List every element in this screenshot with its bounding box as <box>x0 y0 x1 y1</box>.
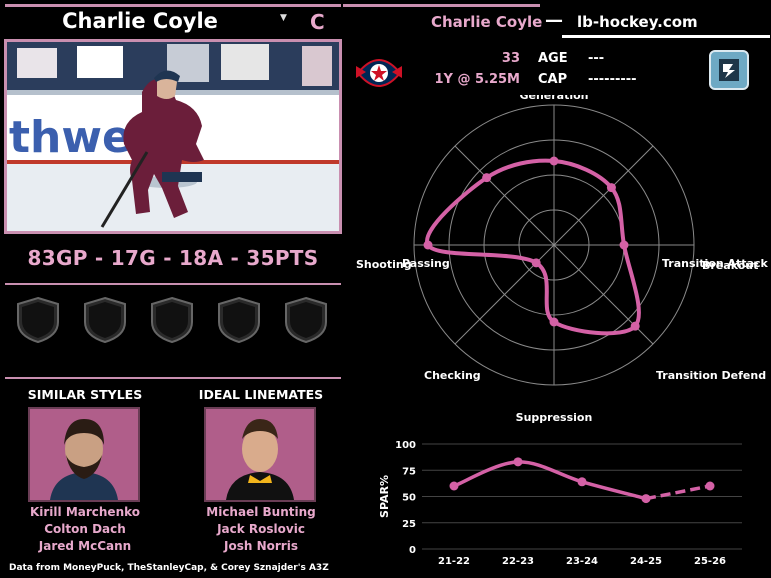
radar-axis-label: Generation <box>519 95 588 102</box>
spar-trend-chart: 0 25 50 75 100 21-22 22-23 23-24 24-25 25-26 SPAR% <box>378 440 742 567</box>
spar-point[interactable] <box>449 481 459 491</box>
y-tick-label: 0 <box>409 545 416 556</box>
similar-styles-list: Kirill Marchenko Colton Dach Jared McCan… <box>14 504 156 555</box>
age-detail: --- <box>588 51 605 66</box>
player-name: Charlie Coyle <box>62 9 218 33</box>
age-value: 33 <box>501 51 520 66</box>
linemate-player-avatar <box>204 407 316 502</box>
spar-point[interactable] <box>577 477 587 487</box>
radar-axis-label: Transition Attack <box>662 257 769 270</box>
radar-point[interactable] <box>482 173 492 183</box>
similar-player-avatar <box>28 407 140 502</box>
data-source-credit: Data from MoneyPuck, TheStanleyCap, & Co… <box>9 563 329 573</box>
player-photo: thwe <box>4 39 342 234</box>
x-tick-label: 25-26 <box>694 556 726 567</box>
y-tick-label: 75 <box>402 466 416 477</box>
site-link[interactable]: lb-hockey.com <box>577 13 698 31</box>
header-player-name: Charlie Coyle <box>431 13 543 31</box>
spar-point[interactable] <box>641 494 651 504</box>
contract-value: 1Y @ 5.25M <box>434 72 520 87</box>
y-axis-label: SPAR% <box>378 475 391 518</box>
shield-badge-icon <box>84 296 126 344</box>
y-tick-label: 50 <box>402 493 416 504</box>
shield-badge-icon <box>17 296 59 344</box>
header-separator: — <box>545 10 563 31</box>
y-tick-label: 25 <box>402 519 416 530</box>
radar-axis-label: Transition Defend <box>656 369 766 382</box>
radar-point[interactable] <box>549 317 559 327</box>
comparables-divider <box>5 377 341 379</box>
linemate-name[interactable]: Josh Norris <box>224 539 298 553</box>
radar-point[interactable] <box>619 240 629 250</box>
svg-text:thwe: thwe <box>9 112 132 163</box>
radar-axis-label: Passing <box>402 257 450 270</box>
shield-badge-icon <box>218 296 260 344</box>
cap-label: CAP <box>538 72 568 87</box>
x-tick-label: 23-24 <box>566 556 598 567</box>
x-tick-label: 22-23 <box>502 556 534 567</box>
radar-series-line <box>425 158 641 336</box>
radar-axis-label: Checking <box>424 369 481 382</box>
radar-point[interactable] <box>423 240 433 250</box>
stats-divider <box>5 283 341 285</box>
team-logo-icon <box>352 50 406 96</box>
site-underline <box>562 35 770 38</box>
header-divider-right <box>343 4 540 7</box>
shield-badge-icon <box>285 296 327 344</box>
radar-point[interactable] <box>606 183 616 193</box>
linemate-name[interactable]: Jack Roslovic <box>217 522 305 536</box>
radar-point[interactable] <box>630 321 640 331</box>
age-label: AGE <box>538 51 568 66</box>
radar-spoke <box>454 145 555 246</box>
spar-point[interactable] <box>705 481 715 491</box>
player-position: C <box>310 10 325 34</box>
spar-point[interactable] <box>513 457 523 467</box>
similar-styles-title: SIMILAR STYLES <box>27 387 143 402</box>
x-tick-label: 24-25 <box>630 556 662 567</box>
x-tick-label: 21-22 <box>438 556 470 567</box>
caret-down-icon[interactable]: ▼ <box>280 13 287 23</box>
similar-player-name[interactable]: Colton Dach <box>44 522 126 536</box>
brand-logo-icon[interactable] <box>709 50 749 90</box>
player-photo-illustration: thwe <box>7 42 339 231</box>
header-divider-left <box>5 4 341 7</box>
radar-axis-label: Breakout <box>702 259 758 272</box>
shield-badge-icon <box>151 296 193 344</box>
spar-series-line <box>453 460 647 501</box>
radar-spoke <box>553 145 654 246</box>
season-stat-line: 83GP - 17G - 18A - 35PTS <box>27 246 319 270</box>
cap-detail: --------- <box>588 72 637 87</box>
radar-point[interactable] <box>549 156 559 166</box>
radar-axis-label: Suppression <box>516 411 593 424</box>
radar-axis-label: Shooting <box>356 258 412 271</box>
radar-point[interactable] <box>531 258 541 268</box>
similar-player-name[interactable]: Jared McCann <box>38 539 132 553</box>
linemate-name[interactable]: Michael Bunting <box>206 505 316 519</box>
ideal-linemates-list: Michael Bunting Jack Roslovic Josh Norri… <box>190 504 332 555</box>
ideal-linemates-title: IDEAL LINEMATES <box>198 387 324 402</box>
achievement-badges <box>14 296 334 346</box>
similar-player-name[interactable]: Kirill Marchenko <box>29 505 141 519</box>
y-tick-label: 100 <box>395 440 416 451</box>
